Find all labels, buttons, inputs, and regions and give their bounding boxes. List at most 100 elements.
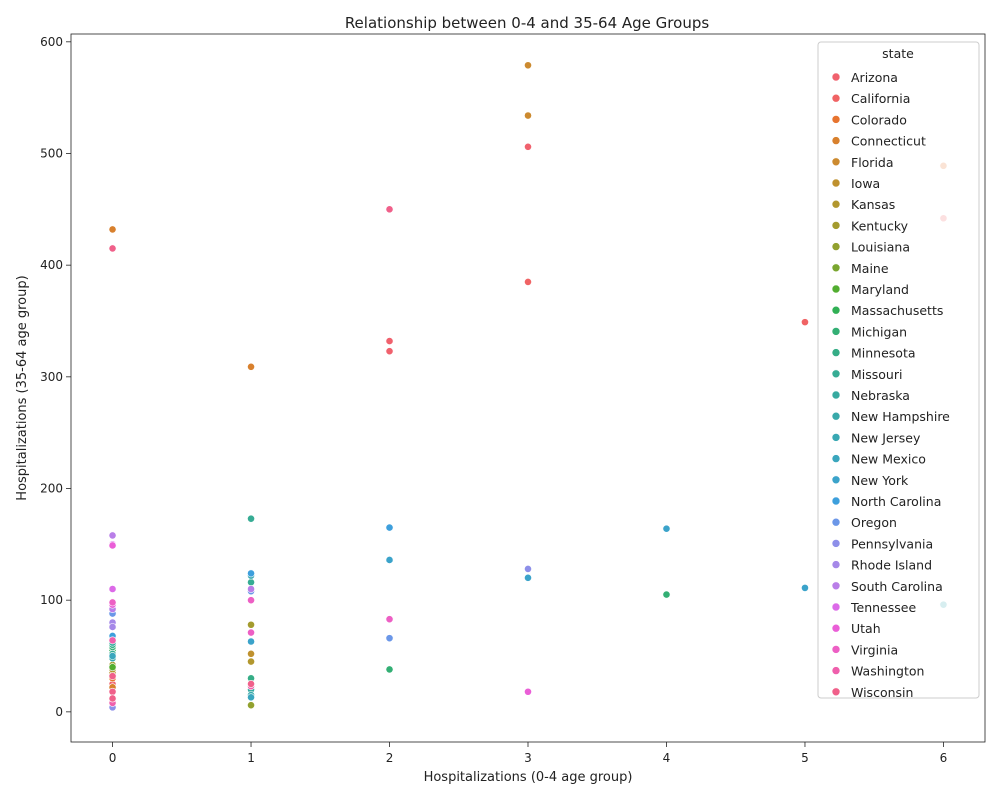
legend-marker-north-carolina bbox=[831, 496, 841, 506]
point-virginia bbox=[247, 628, 255, 637]
legend-label-arizona: Arizona bbox=[851, 70, 898, 85]
point-virginia bbox=[385, 615, 394, 624]
point-tennessee bbox=[108, 585, 117, 593]
point-virginia bbox=[108, 598, 117, 607]
y-tick-label: 400 bbox=[40, 258, 63, 272]
point-wisconsin bbox=[108, 694, 117, 703]
x-tick-label: 5 bbox=[801, 751, 809, 765]
legend-label-california: California bbox=[851, 91, 910, 106]
legend-marker-oregon bbox=[831, 517, 841, 527]
legend-label-kansas: Kansas bbox=[851, 197, 895, 212]
point-michigan bbox=[385, 665, 394, 674]
point-kansas bbox=[247, 657, 255, 666]
point-new-york bbox=[662, 524, 671, 533]
x-tick-label: 2 bbox=[386, 751, 394, 765]
legend-label-nebraska: Nebraska bbox=[851, 388, 910, 403]
point-new-york bbox=[801, 583, 809, 592]
legend-marker-massachusetts bbox=[831, 305, 841, 315]
legend-label-kentucky: Kentucky bbox=[851, 218, 909, 233]
legend-marker-nebraska bbox=[831, 390, 841, 400]
legend-marker-new-hampshire bbox=[831, 411, 841, 421]
point-south-carolina bbox=[247, 585, 255, 593]
legend-label-utah: Utah bbox=[851, 621, 881, 636]
legend-label-tennessee: Tennessee bbox=[850, 600, 916, 615]
point-california bbox=[524, 278, 532, 286]
legend-marker-kansas bbox=[831, 199, 841, 209]
x-tick-label: 4 bbox=[663, 751, 671, 765]
legend-marker-louisiana bbox=[831, 242, 841, 251]
legend-label-minnesota: Minnesota bbox=[851, 346, 916, 361]
point-connecticut bbox=[247, 362, 255, 371]
legend-label-oregon: Oregon bbox=[851, 515, 897, 530]
point-arizona bbox=[385, 337, 394, 345]
legend-marker-iowa bbox=[831, 178, 841, 188]
legend-label-florida: Florida bbox=[851, 155, 894, 170]
legend-marker-connecticut bbox=[831, 136, 841, 145]
point-louisiana bbox=[247, 701, 255, 710]
legend: state Arizona California Colorado Connectic… bbox=[817, 41, 980, 700]
legend-title: state bbox=[882, 46, 914, 61]
y-tick-label: 100 bbox=[40, 593, 63, 607]
point-florida bbox=[524, 61, 532, 70]
point-wisconsin bbox=[247, 680, 255, 688]
point-utah bbox=[108, 541, 117, 550]
legend-marker-south-carolina bbox=[831, 581, 841, 591]
legend-marker-washington bbox=[831, 666, 841, 675]
legend-marker-maine bbox=[831, 263, 841, 273]
x-tick-label: 0 bbox=[109, 751, 117, 765]
legend-marker-arizona bbox=[831, 72, 841, 82]
legend-marker-colorado bbox=[831, 115, 841, 124]
legend-marker-pennsylvania bbox=[831, 539, 841, 548]
legend-label-louisiana: Louisiana bbox=[851, 240, 910, 255]
legend-label-maine: Maine bbox=[851, 261, 889, 276]
legend-marker-rhode-island bbox=[831, 560, 841, 569]
legend-label-new-jersey: New Jersey bbox=[851, 430, 921, 445]
legend-marker-missouri bbox=[831, 369, 841, 379]
point-new-mexico bbox=[108, 652, 117, 660]
legend-label-new-hampshire: New Hampshire bbox=[851, 409, 950, 424]
x-tick-label: 6 bbox=[940, 751, 948, 765]
legend-marker-maryland bbox=[831, 284, 841, 294]
legend-marker-virginia bbox=[831, 645, 841, 654]
point-wisconsin bbox=[108, 244, 117, 253]
legend-marker-florida bbox=[831, 157, 841, 167]
point-wisconsin bbox=[108, 672, 117, 681]
legend-marker-wisconsin bbox=[831, 687, 841, 697]
legend-items: Arizona California Colorado Connecticut Flor… bbox=[831, 70, 950, 700]
legend-label-virginia: Virginia bbox=[851, 642, 898, 657]
point-wisconsin bbox=[108, 687, 117, 696]
legend-label-rhode-island: Rhode Island bbox=[851, 558, 932, 573]
legend-label-michigan: Michigan bbox=[851, 324, 907, 339]
legend-marker-kentucky bbox=[831, 221, 841, 230]
legend-label-colorado: Colorado bbox=[851, 112, 907, 127]
data-points bbox=[108, 61, 948, 712]
point-south-carolina bbox=[108, 531, 117, 540]
point-kentucky bbox=[247, 620, 255, 629]
point-wisconsin bbox=[385, 205, 394, 214]
point-florida bbox=[524, 111, 532, 120]
y-tick-label: 0 bbox=[55, 705, 63, 719]
legend-label-north-carolina: North Carolina bbox=[851, 494, 941, 509]
chart-title: Relationship between 0-4 and 35-64 Age G… bbox=[345, 14, 710, 32]
point-missouri bbox=[247, 514, 255, 523]
y-tick-label: 300 bbox=[40, 370, 63, 384]
y-tick-label: 600 bbox=[40, 35, 63, 49]
point-new-york bbox=[385, 556, 394, 564]
x-axis-ticks: 0 1 2 3 4 5 6 bbox=[109, 742, 948, 765]
y-axis-ticks: 0 100 200 300 400 500 600 bbox=[40, 35, 71, 719]
y-tick-label: 500 bbox=[40, 146, 63, 160]
point-north-carolina bbox=[385, 523, 394, 532]
legend-label-pennsylvania: Pennsylvania bbox=[851, 536, 933, 551]
legend-marker-minnesota bbox=[831, 348, 841, 357]
legend-label-new-york: New York bbox=[851, 473, 909, 488]
point-maryland bbox=[108, 663, 117, 672]
point-washington bbox=[108, 636, 117, 645]
point-arizona bbox=[385, 347, 394, 356]
legend-marker-tennessee bbox=[831, 602, 841, 612]
point-michigan bbox=[662, 590, 671, 599]
point-missouri bbox=[247, 578, 255, 587]
x-tick-label: 1 bbox=[247, 751, 255, 765]
legend-label-maryland: Maryland bbox=[851, 282, 909, 297]
legend-label-wisconsin: Wisconsin bbox=[851, 685, 913, 700]
